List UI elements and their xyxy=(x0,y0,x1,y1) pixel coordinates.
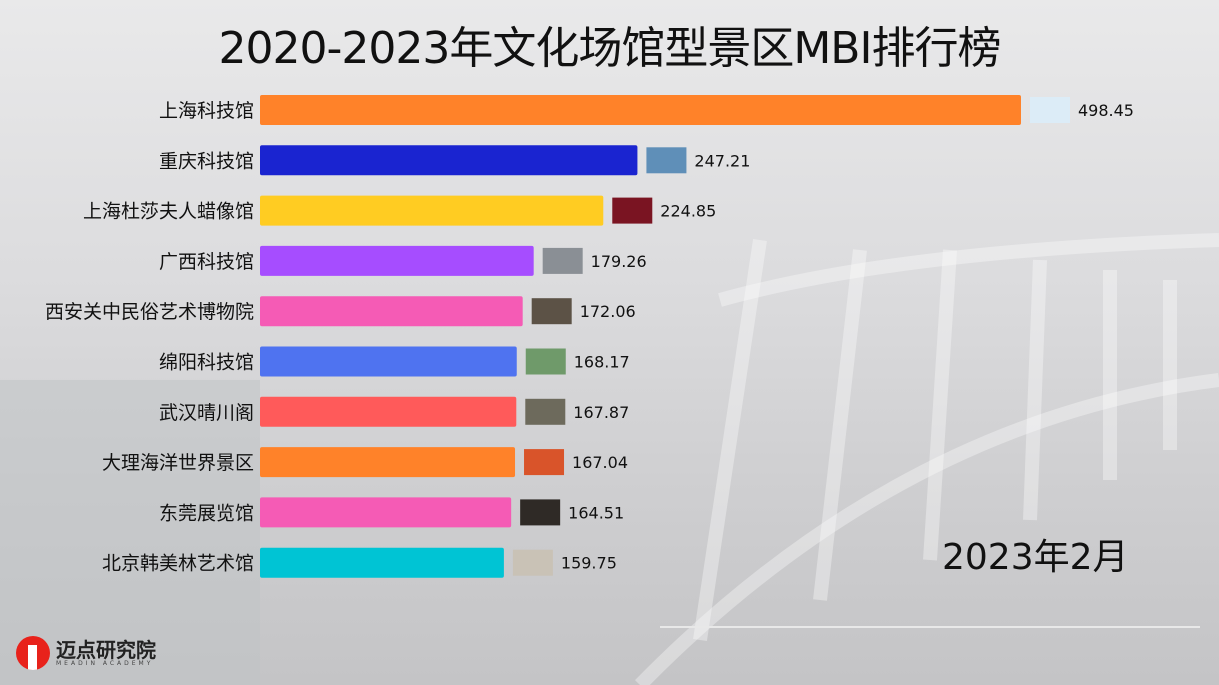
bar xyxy=(260,245,534,276)
category-label: 重庆科技馆 xyxy=(159,150,254,172)
thumbnail-image xyxy=(512,549,553,576)
bar xyxy=(260,195,604,226)
thumbnail-image xyxy=(524,449,565,476)
divider xyxy=(660,626,1200,628)
value-label: 164.51 xyxy=(568,503,624,522)
value-label: 224.85 xyxy=(660,202,716,221)
thumbnail-image xyxy=(525,398,566,425)
thumbnail-image xyxy=(1030,97,1070,123)
logo: 迈点研究院 MEADIN ACADEMY xyxy=(16,636,156,670)
category-label: 绵阳科技馆 xyxy=(159,352,254,374)
logo-name: 迈点研究院 xyxy=(56,637,156,662)
thumbnail-image xyxy=(520,499,561,526)
bar xyxy=(260,547,504,578)
category-label: 西安关中民俗艺术博物院 xyxy=(45,301,254,323)
bar xyxy=(260,145,638,176)
value-label: 247.21 xyxy=(694,151,750,170)
chart-title: 2020-2023年文化场馆型景区MBI排行榜 xyxy=(218,23,1002,74)
bar xyxy=(260,396,517,427)
value-label: 179.26 xyxy=(591,252,647,271)
category-label: 上海杜莎夫人蜡像馆 xyxy=(83,201,254,223)
category-label: 武汉晴川阁 xyxy=(159,402,254,424)
thumbnail-image xyxy=(646,147,687,174)
value-label: 159.75 xyxy=(561,554,617,573)
bar xyxy=(260,296,523,327)
category-label: 东莞展览馆 xyxy=(159,502,254,524)
value-label: 172.06 xyxy=(580,302,636,321)
bar xyxy=(260,95,1021,125)
lighthouse-icon xyxy=(16,636,50,670)
category-label: 广西科技馆 xyxy=(159,251,254,273)
logo-subtitle: MEADIN ACADEMY xyxy=(56,659,154,667)
thumbnail-image xyxy=(531,298,572,325)
thumbnail-image xyxy=(542,247,583,274)
date-label: 2023年2月 xyxy=(942,537,1129,578)
bar xyxy=(260,346,517,377)
value-label: 168.17 xyxy=(574,353,630,372)
value-label: 167.87 xyxy=(573,403,629,422)
bar xyxy=(260,497,512,528)
bar xyxy=(260,447,516,478)
category-label: 上海科技馆 xyxy=(159,100,254,122)
value-label: 167.04 xyxy=(572,453,628,472)
category-label: 大理海洋世界景区 xyxy=(102,452,254,474)
thumbnail-image xyxy=(525,348,566,375)
category-label: 北京韩美林艺术馆 xyxy=(102,553,254,575)
thumbnail-image xyxy=(612,197,653,224)
value-label: 498.45 xyxy=(1078,101,1134,120)
